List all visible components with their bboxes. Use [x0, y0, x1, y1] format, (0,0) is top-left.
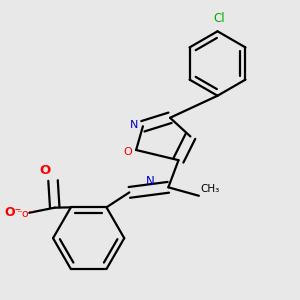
Text: Cl: Cl	[213, 12, 225, 25]
Text: CH₃: CH₃	[201, 184, 220, 194]
Text: O⁻: O⁻	[4, 206, 22, 219]
Text: N: N	[146, 175, 155, 188]
Text: O: O	[123, 147, 132, 157]
Text: O: O	[39, 164, 50, 177]
Text: N: N	[130, 120, 139, 130]
Text: ⁻o⁻: ⁻o⁻	[17, 209, 35, 219]
